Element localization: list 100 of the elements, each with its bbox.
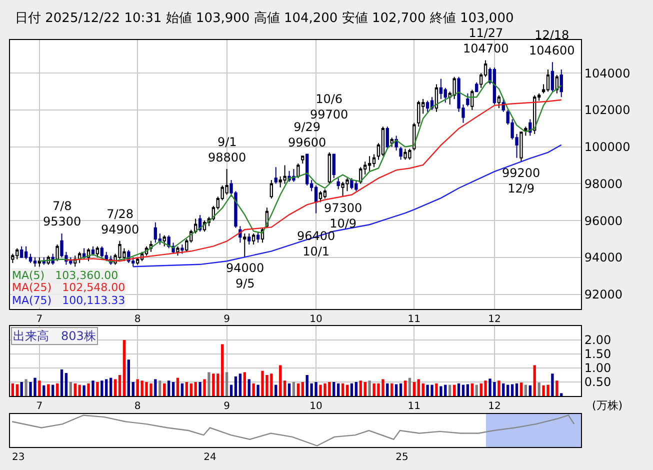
annotation: 7/28 94900 — [101, 207, 140, 237]
x-tick-label: 10 — [310, 314, 322, 325]
bar — [122, 340, 126, 396]
bar — [354, 382, 358, 396]
bar — [404, 380, 407, 396]
y-axis-title: (万株) — [592, 399, 623, 412]
bar — [301, 382, 304, 396]
bar — [154, 379, 157, 396]
annotation: 94000 9/5 — [226, 261, 264, 291]
x-tick-label: 8 — [134, 401, 141, 412]
bar — [524, 384, 528, 396]
candlestick — [270, 180, 273, 199]
candlestick — [412, 122, 416, 152]
candlestick — [550, 62, 554, 92]
bar — [127, 360, 130, 396]
x-tick-label: 9 — [224, 401, 230, 412]
bar — [332, 382, 336, 396]
bar — [292, 382, 296, 396]
bar — [274, 384, 278, 396]
annotation: 99200 12/9 — [502, 166, 540, 196]
y-tick-label: 1.00 — [584, 361, 612, 376]
candlestick — [492, 67, 496, 105]
candlestick — [243, 232, 246, 258]
bar — [498, 380, 500, 396]
bar — [74, 383, 76, 396]
candlestick — [417, 100, 420, 128]
bar — [230, 384, 233, 396]
candlestick — [497, 94, 501, 109]
y-tick-label: 104000 — [584, 66, 630, 80]
bar — [243, 372, 246, 396]
x-tick-label: 23 — [12, 452, 25, 463]
annotation: 7/8 95300 — [43, 199, 82, 229]
candlestick — [323, 188, 327, 199]
candlestick — [33, 256, 37, 268]
bar — [435, 383, 438, 396]
bar — [368, 380, 371, 396]
candlestick — [256, 231, 260, 244]
bar — [515, 383, 518, 396]
bar — [82, 385, 86, 396]
annotation: 10/6 99700 — [310, 92, 348, 122]
bar — [203, 379, 206, 396]
bar — [346, 384, 349, 396]
annotation: 9/29 99600 — [288, 120, 326, 150]
x-tick-label: 9 — [224, 314, 230, 325]
bar — [234, 376, 238, 396]
y-tick-label: 0.50 — [584, 375, 612, 390]
bar — [185, 382, 188, 396]
x-tick-label: 12 — [488, 401, 501, 412]
bar — [448, 384, 452, 396]
bar — [51, 384, 54, 396]
y-tick-label: 96000 — [584, 214, 623, 228]
bar — [11, 383, 14, 396]
bar — [422, 383, 424, 396]
chart-title: 日付 2025/12/22 10:31 始値 103,900 高値 104,200 安値 102,700 終値 103,000 — [15, 10, 514, 26]
candlestick — [176, 246, 180, 256]
y-tick-label: 100000 — [584, 140, 630, 154]
y-tick-label: 1.50 — [584, 347, 612, 362]
bar — [510, 384, 514, 396]
bar — [163, 383, 166, 396]
bar — [394, 384, 398, 396]
bar — [556, 380, 558, 396]
bar — [452, 384, 456, 396]
candlestick — [248, 232, 251, 246]
x-tick-label: 12 — [488, 314, 501, 325]
candlestick — [96, 246, 100, 258]
bar — [528, 385, 532, 396]
candlestick — [381, 126, 385, 157]
x-tick-label: 7 — [36, 401, 43, 412]
candlestick — [386, 126, 389, 150]
bar — [92, 380, 94, 396]
bar — [225, 372, 228, 396]
x-tick-label: 8 — [134, 314, 141, 325]
candlestick — [475, 82, 478, 92]
annotation: 11/27 104700 — [463, 26, 509, 56]
bar — [408, 378, 412, 396]
text: MA(25) 102,548.00 — [12, 281, 126, 294]
bar — [56, 383, 59, 396]
x-tick-label: 11 — [408, 401, 421, 412]
bar — [96, 382, 99, 396]
bar — [350, 383, 354, 396]
candlestick — [38, 256, 42, 268]
x-tick-label: 25 — [396, 452, 408, 463]
bar — [69, 382, 72, 396]
candlestick — [399, 146, 402, 160]
bar — [336, 383, 340, 396]
bar — [167, 380, 170, 396]
candlestick — [154, 222, 158, 244]
bar — [172, 382, 175, 396]
x-tick-label: 10 — [310, 401, 322, 412]
y-tick-label: 102000 — [584, 103, 630, 118]
bar — [252, 383, 255, 396]
text: MA(75) 100,113.33 — [12, 294, 126, 307]
bar — [457, 383, 460, 396]
candlestick — [91, 246, 95, 256]
candlestick — [368, 156, 372, 172]
candlestick — [439, 78, 443, 100]
bar — [78, 384, 81, 396]
candlestick — [162, 234, 166, 247]
bar — [64, 373, 68, 396]
bar — [198, 382, 202, 396]
